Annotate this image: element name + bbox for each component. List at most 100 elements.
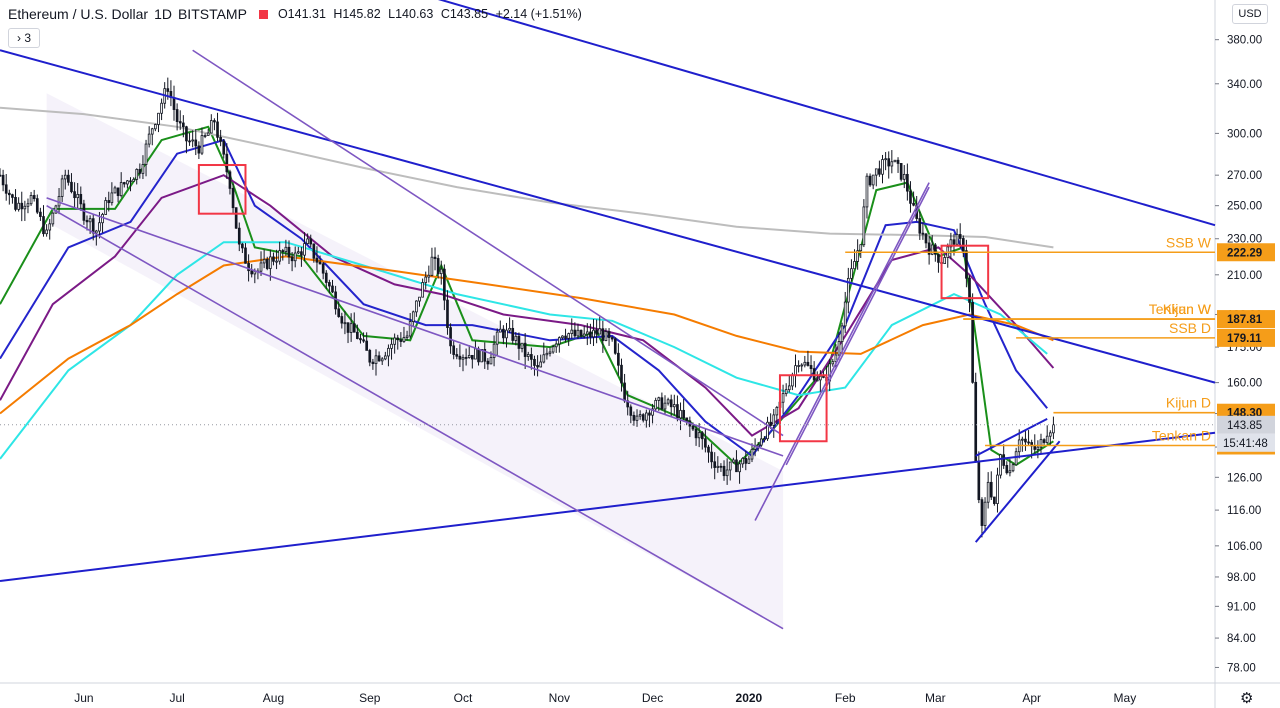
candle-body [45,229,48,235]
candle [592,319,595,346]
candle-body [635,415,639,421]
trendline[interactable] [975,418,1048,457]
candle-body [772,414,776,426]
candle [710,443,713,469]
trendline[interactable] [46,197,784,457]
candle [169,80,173,107]
candle-body [993,496,996,504]
collapse-indicators-button[interactable]: › 3 [8,28,40,48]
candle-body [853,261,856,270]
candle [523,333,527,370]
trendline[interactable] [192,49,784,437]
candle [51,211,55,227]
candle [486,358,490,370]
candle-body [365,340,369,351]
candle [377,351,381,362]
candle-body [850,268,853,279]
candle [775,405,779,424]
price-axis[interactable]: 78.0084.0091.0098.00106.00116.00126.0013… [1215,35,1275,675]
high-value: 145.82 [342,7,381,21]
candle-body [573,329,577,337]
candle [909,181,912,213]
candle-body [545,352,549,356]
candle [682,398,685,421]
countdown-badge [1217,433,1275,452]
currency-button[interactable]: USD [1232,4,1268,24]
candle [135,168,139,185]
candle-body [601,328,605,341]
candle-body [604,331,608,341]
candle-body [119,182,123,197]
candle [234,207,238,229]
level-price-label: 179.11 [1227,333,1262,345]
time-tick-label: Aug [263,691,284,705]
candle-body [763,438,766,441]
candle-body [135,168,139,180]
candle-body [585,331,589,335]
candle-body [502,328,505,339]
candle-body [505,329,508,339]
candle [604,328,608,342]
candle [551,344,555,354]
interval-label[interactable]: 1D [154,6,172,22]
candle [67,169,70,186]
price-tick-label: 106.00 [1227,541,1262,553]
candle [809,355,813,377]
candle [399,332,403,347]
collapse-button-label: › 3 [16,31,31,45]
candle-body [567,333,570,339]
candle [287,240,291,264]
candle [629,404,633,424]
candle [986,472,990,509]
candle-body [1008,470,1012,474]
candle-body [862,206,866,246]
trendline[interactable] [46,204,784,630]
trendline[interactable] [0,49,1216,384]
candle-body [651,408,654,416]
candle [884,152,887,171]
candle-body [530,354,533,360]
trendline[interactable] [974,440,1061,543]
candle-body [393,337,396,345]
highlight-box[interactable] [940,244,990,300]
candle [1,169,5,192]
candle [763,436,766,443]
candle-body [750,448,754,460]
moving-average-line [0,255,1054,415]
candle [648,410,651,428]
price-tick-label: 78.00 [1227,662,1256,674]
candle-body [517,335,521,349]
level-name: Kijun D [1166,395,1211,411]
highlight-box[interactable] [778,374,828,443]
highlight-box[interactable] [197,164,247,215]
trendline[interactable] [177,0,1216,227]
trendline[interactable] [785,186,930,466]
candle [492,335,496,367]
candle-body [290,256,294,262]
candle-body [262,258,266,264]
candle-body [551,346,555,353]
gear-icon[interactable]: ⚙ [1240,690,1254,707]
candle [868,173,872,187]
candle [1002,444,1006,469]
candle-body [452,345,456,355]
candle [73,182,76,209]
candle [231,183,235,215]
candle [452,340,456,360]
trendlines[interactable] [0,0,1216,630]
candle [362,332,365,343]
trendline[interactable] [0,431,1216,583]
time-axis[interactable]: Jun Jul Aug Sep Oct Nov Dec 2020 Feb Mar Apr May [74,691,1136,705]
candle [924,232,928,249]
highlight-boxes[interactable] [197,164,990,443]
candle [700,431,704,450]
candle [346,322,350,344]
candle [803,355,807,368]
candle-body [1042,439,1046,443]
trendline[interactable] [754,182,930,521]
candle-body [340,316,344,324]
candle [772,408,776,438]
candle-body [536,365,539,368]
